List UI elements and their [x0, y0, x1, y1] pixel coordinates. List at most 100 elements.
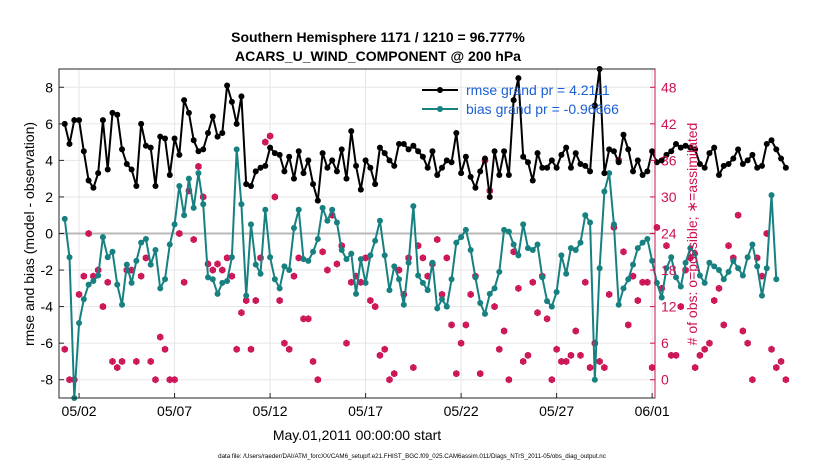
assimilated-count-marker — [696, 351, 704, 359]
assimilated-count-marker — [233, 345, 240, 353]
rmse-point — [625, 146, 632, 153]
asterisk-stroke — [80, 273, 88, 279]
rmse-point — [639, 172, 646, 179]
bias-point — [133, 257, 140, 264]
asterisk-stroke — [433, 237, 441, 242]
rmse-point — [80, 148, 87, 155]
rmse-point — [778, 155, 785, 162]
rmse-point — [486, 193, 493, 200]
rmse-point — [357, 186, 364, 193]
bias-point — [711, 263, 718, 270]
bias-point — [725, 268, 732, 275]
rmse-point — [138, 120, 145, 127]
assimilated-count-marker — [605, 291, 613, 298]
assimilated-count-marker — [491, 303, 498, 311]
assimilated-count-marker — [228, 272, 236, 280]
rmse-point — [271, 150, 278, 157]
bias-point — [381, 252, 388, 259]
bias-point — [649, 257, 656, 264]
bias-point — [582, 212, 589, 219]
asterisk-stroke — [99, 304, 107, 309]
asterisk-stroke — [104, 279, 112, 285]
assimilated-count-marker — [433, 236, 441, 243]
assimilated-count-marker — [85, 230, 92, 237]
bias-point — [429, 259, 436, 266]
left-tick-label: -8 — [41, 372, 54, 388]
bias-point — [348, 250, 355, 257]
bias-point — [76, 320, 83, 327]
rmse-point — [434, 172, 441, 179]
legend-rmse-marker — [437, 87, 443, 93]
rmse-point — [343, 175, 350, 182]
bias-point — [243, 292, 250, 299]
rmse-point — [295, 148, 302, 155]
right-tick-label: 30 — [661, 189, 677, 205]
right-axis: 0 6 12 18 24 30 36 42 48 — [650, 69, 677, 398]
bias-point — [687, 245, 694, 252]
asterisk-stroke — [113, 365, 121, 370]
asterisk-stroke — [142, 255, 150, 261]
x-tick-label: 05/12 — [253, 403, 288, 419]
bias-point — [372, 237, 379, 244]
asterisk-stroke — [247, 346, 255, 352]
assimilated-count-marker — [147, 358, 155, 365]
assimilated-count-marker — [701, 345, 708, 353]
assimilated-count-marker — [261, 138, 269, 146]
bias-point — [396, 276, 403, 283]
asterisk-stroke — [333, 261, 341, 267]
asterisk-stroke — [634, 298, 642, 303]
x-tick-label: 05/02 — [62, 403, 97, 419]
asterisk-stroke — [252, 298, 260, 303]
rmse-point — [329, 157, 336, 164]
assimilated-count-marker — [271, 193, 279, 201]
asterisk-stroke — [367, 298, 374, 303]
asterisk-stroke — [467, 292, 474, 297]
rmse-point — [205, 129, 211, 136]
legend-rmse-label: rmse grand pr = 4.2111 — [466, 82, 610, 98]
assimilated-count-marker — [581, 278, 589, 286]
bias-point — [419, 279, 426, 286]
asterisk-stroke — [376, 353, 384, 358]
rmse-point — [104, 166, 111, 173]
asterisk-stroke — [453, 371, 460, 376]
x-tick-label: 05/07 — [157, 403, 192, 419]
bias-point — [286, 267, 293, 274]
rmse-point — [209, 113, 216, 120]
bias-point — [520, 221, 527, 228]
rmse-point — [372, 181, 379, 188]
legend-bias-label: bias grand pr = -0.96666 — [466, 101, 619, 117]
rmse-point — [429, 148, 436, 155]
bias-point — [310, 248, 317, 255]
bias-point — [677, 283, 684, 290]
asterisk-stroke — [701, 346, 708, 352]
asterisk-stroke — [309, 359, 317, 364]
rmse-point — [673, 140, 680, 147]
bias-point — [181, 212, 188, 219]
rmse-point — [501, 148, 508, 155]
y-axis-label-right: # of obs: o=possible; ∗=assimilated — [684, 123, 700, 346]
assimilated-count-marker — [586, 364, 594, 371]
bias-point — [610, 221, 617, 228]
bias-point — [524, 245, 531, 252]
rmse-point — [310, 181, 317, 188]
rmse-point — [758, 162, 765, 169]
asterisk-stroke — [457, 340, 465, 346]
assimilated-count-marker — [266, 132, 274, 140]
asterisk-stroke — [443, 255, 451, 261]
bias-point — [276, 285, 283, 292]
bias-point — [138, 239, 145, 246]
asterisk-stroke — [772, 365, 780, 370]
asterisk-stroke — [476, 371, 484, 376]
assimilated-count-marker — [648, 364, 656, 371]
bias-point — [233, 146, 240, 153]
bias-point — [673, 274, 680, 281]
bias-point — [644, 235, 651, 242]
assimilated-count-marker — [720, 321, 728, 329]
right-tick-label: 12 — [661, 299, 677, 315]
rmse-point — [782, 164, 789, 171]
asterisk-stroke — [620, 249, 627, 255]
asterisk-stroke — [161, 346, 169, 352]
assimilated-count-marker — [734, 211, 742, 219]
rmse-point — [71, 117, 78, 124]
assimilated-count-marker — [624, 321, 632, 329]
